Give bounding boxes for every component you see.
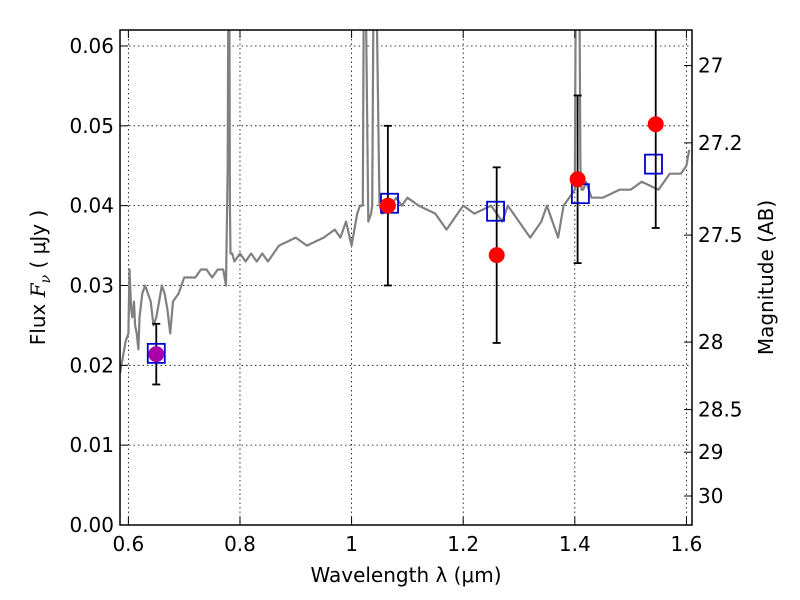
model-photometry-square (644, 153, 663, 175)
y-axis-title-symbol: F (26, 282, 50, 298)
magnitude-tick-label: 30 (698, 484, 723, 508)
axis-ticks: 0.6 0.8 1 1.2 1.4 1.6 0.00 0.01 0.02 0.03 0.04 0.05… (69, 30, 743, 556)
y-axis-title-unit: ( μJy ) (26, 210, 50, 275)
magnitude-tick-label: 28.5 (698, 398, 743, 422)
x-tick-label: 1 (345, 532, 358, 556)
observed-point (379, 197, 396, 214)
magnitude-tick-label: 27.2 (698, 131, 743, 155)
y-tick-label: 0.05 (69, 114, 114, 138)
y-tick-label: 0.06 (69, 34, 114, 58)
blend-point (148, 346, 165, 363)
x-tick-label: 1.6 (671, 532, 703, 556)
grid-lines (120, 30, 692, 526)
plot-frame (119, 29, 693, 526)
y-tick-label: 0.01 (69, 433, 114, 457)
y-axis-title: Flux Fν ( μJy ) (26, 210, 54, 345)
model-spectrum (120, 30, 691, 374)
x-tick-label: 1.2 (447, 532, 479, 556)
data-markers (146, 116, 664, 364)
x-tick-label: 1.4 (559, 532, 591, 556)
x-tick-label: 0.8 (224, 532, 256, 556)
model-photometry-square (486, 200, 505, 222)
y-axis-title-prefix: Flux (26, 297, 50, 345)
observed-point (569, 171, 586, 188)
magnitude-tick-label: 28 (698, 330, 723, 354)
model-photometry-square (146, 342, 166, 364)
y-tick-label: 0.04 (69, 194, 114, 218)
magnitude-axis-title: Magnitude (AB) (754, 200, 778, 355)
magnitude-tick-label: 27.5 (698, 223, 743, 247)
y-axis-title-subscript: ν (38, 274, 54, 283)
y-tick-label: 0.00 (69, 513, 114, 537)
observed-point (647, 116, 664, 133)
model-spectrum-line (120, 30, 691, 374)
y-tick-label: 0.02 (69, 353, 114, 377)
x-axis-title: Wavelength λ (μm) (310, 563, 501, 587)
magnitude-tick-label: 27 (698, 54, 723, 78)
y-tick-label: 0.03 (69, 273, 114, 297)
magnitude-tick-label: 29 (698, 440, 723, 464)
observed-point (488, 247, 505, 264)
x-tick-label: 0.6 (112, 532, 144, 556)
